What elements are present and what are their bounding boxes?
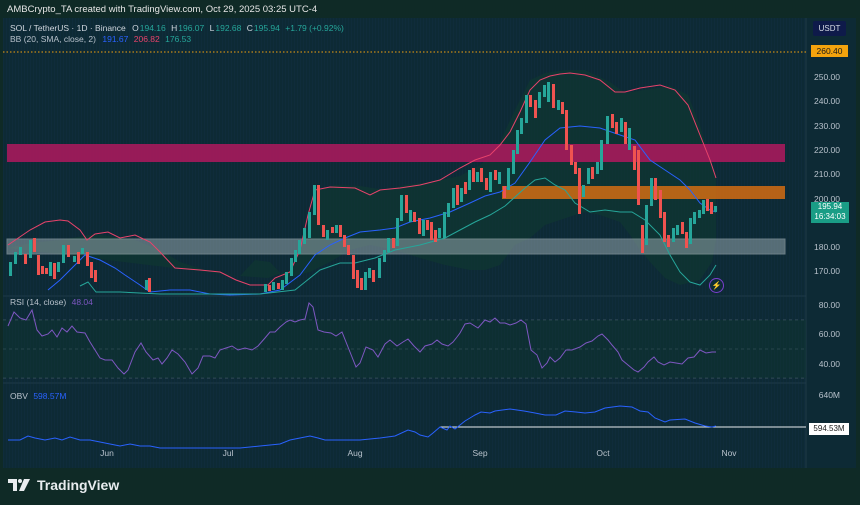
time-tick: Oct — [596, 448, 610, 458]
supply-zone — [7, 144, 785, 162]
rsi-tick: 40.00 — [818, 359, 840, 369]
rsi-label: RSI (14, close) — [10, 297, 67, 307]
time-tick: Aug — [347, 448, 363, 458]
obv-tick: 640M — [818, 390, 840, 400]
time-tick: Nov — [721, 448, 737, 458]
time-tick: Jun — [100, 448, 114, 458]
price-tick: 240.00 — [814, 96, 840, 106]
rsi-value: 48.04 — [71, 297, 93, 307]
obv-value: 598.57M — [33, 391, 67, 401]
currency-selector[interactable]: USDT — [813, 21, 846, 36]
price-tick: 250.00 — [814, 72, 840, 82]
brand-name: TradingView — [37, 477, 120, 493]
price-tick: 210.00 — [814, 169, 840, 179]
bb-legend[interactable]: BB (20, SMA, close, 2) 191.67 206.82 176… — [10, 34, 191, 44]
bb-lower-value: 176.53 — [165, 34, 192, 44]
rsi-legend[interactable]: RSI (14, close) 48.04 — [10, 297, 93, 307]
open-value: 194.16 — [139, 23, 166, 33]
low-value: 192.68 — [215, 23, 242, 33]
price-tick: 180.00 — [814, 242, 840, 252]
last-price: 195.94 — [817, 202, 843, 211]
tradingview-logo-icon — [8, 479, 30, 491]
bar-countdown: 16:34:03 — [814, 212, 846, 221]
time-tick: Sep — [472, 448, 488, 458]
time-tick: Jul — [222, 448, 234, 458]
obv-last-tag: 594.53M — [809, 423, 849, 435]
symbol-legend[interactable]: SOL / TetherUS · 1D · Binance O194.16 H1… — [10, 23, 344, 33]
chart-credit: AMBCrypto_TA created with TradingView.co… — [7, 4, 318, 15]
bb-upper-value: 206.82 — [133, 34, 160, 44]
bb-basis-value: 191.67 — [102, 34, 129, 44]
resistance-zone — [502, 186, 785, 199]
price-tick: 220.00 — [814, 145, 840, 155]
change-value: +1.79 (+0.92%) — [285, 23, 344, 33]
obv-legend[interactable]: OBV 598.57M — [10, 391, 66, 401]
rsi-tick: 80.00 — [818, 300, 840, 310]
price-tick: 200.00 — [814, 194, 840, 204]
lightning-icon[interactable]: ⚡ — [709, 278, 724, 293]
close-value: 195.94 — [253, 23, 280, 33]
price-tick: 170.00 — [814, 266, 840, 276]
obv-label: OBV — [10, 391, 28, 401]
bb-label: BB (20, SMA, close, 2) — [10, 34, 96, 44]
symbol-title: SOL / TetherUS · 1D · Binance — [10, 23, 126, 33]
last-price-tag: 195.94 16:34:03 — [811, 202, 849, 223]
rsi-tick: 60.00 — [818, 329, 840, 339]
price-tick: 230.00 — [814, 121, 840, 131]
resistance-price-tag: 260.40 — [811, 45, 848, 57]
high-value: 196.07 — [178, 23, 205, 33]
candlesticks — [9, 82, 717, 292]
tradingview-logo: TradingView — [8, 477, 119, 493]
